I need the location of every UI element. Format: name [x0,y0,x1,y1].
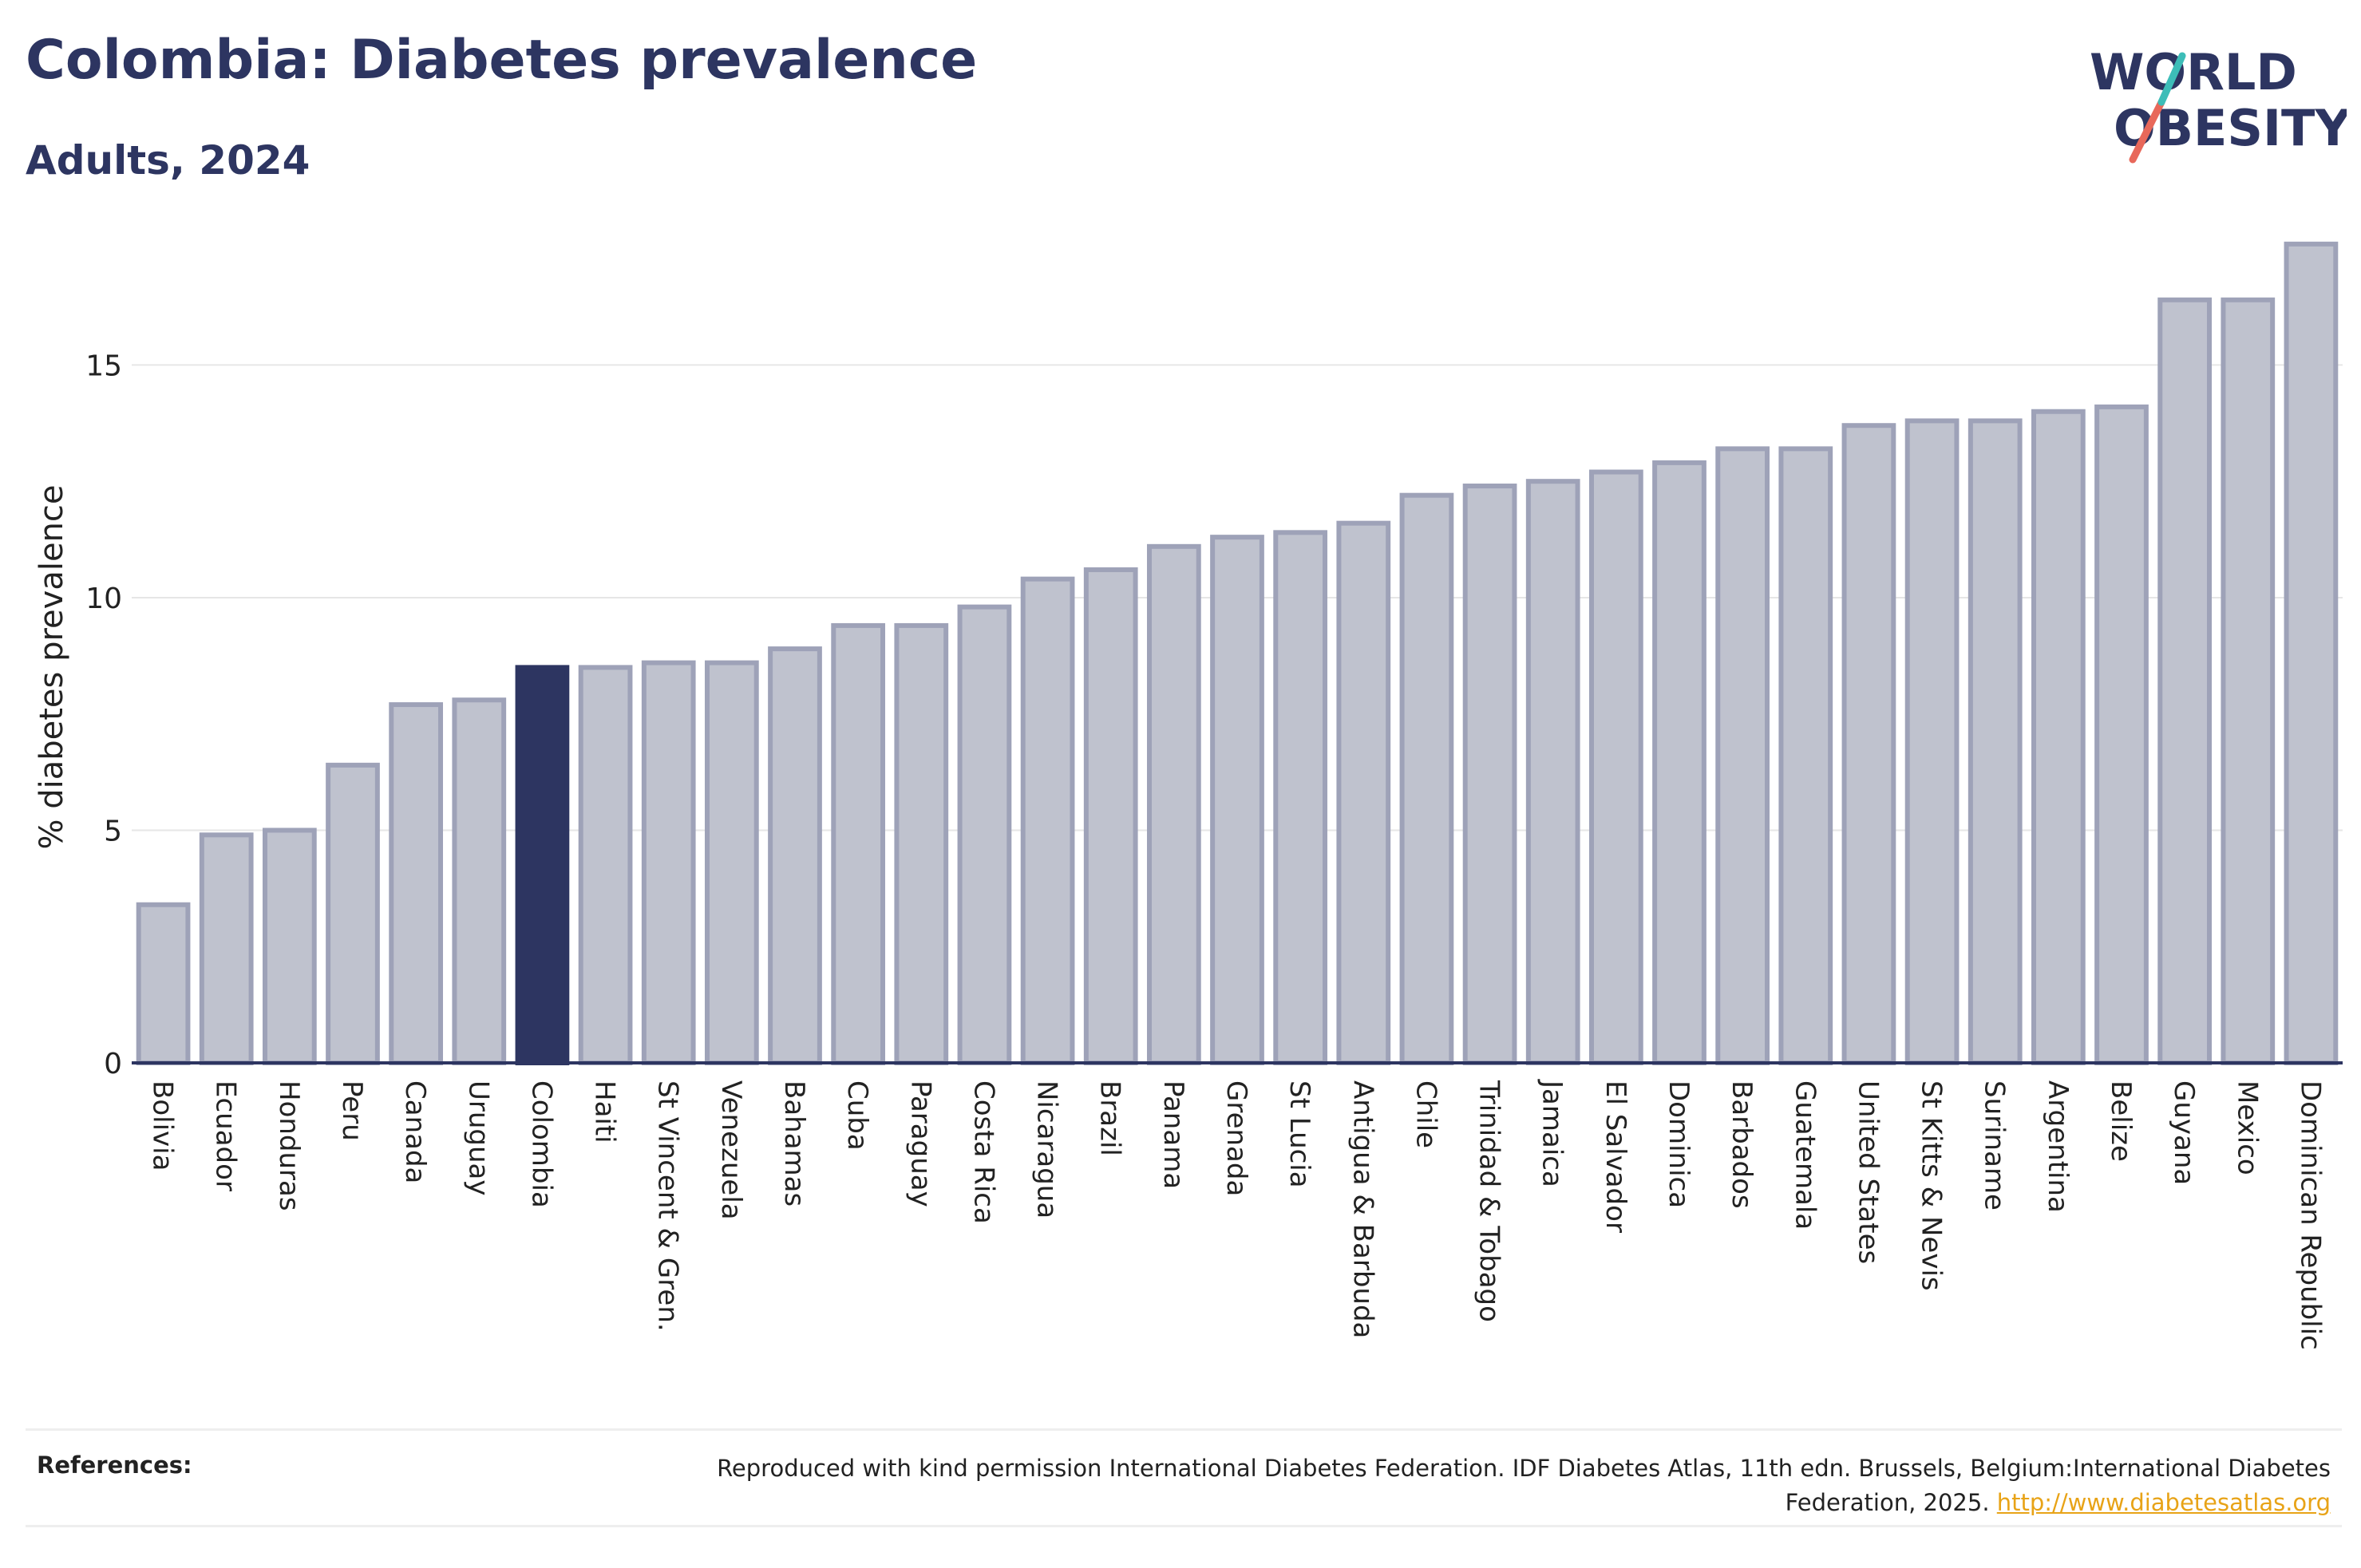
bar [1715,446,1770,1065]
bar [768,646,822,1065]
x-tick-label: St Lucia [1283,1080,1315,1188]
x-tick-label: Argentina [2042,1080,2074,1213]
logo-text-world: WORLD [2090,43,2297,101]
y-tick-label: 10 [85,583,122,615]
bar [199,832,254,1065]
bar [1210,535,1264,1065]
x-tick-label: Nicaragua [1031,1080,1063,1218]
bar [1462,484,1517,1065]
bar [326,762,380,1066]
references-citation: Reproduced with kind permission Internat… [717,1455,2331,1516]
x-tick-label: Venezuela [715,1080,747,1220]
x-tick-label: Brazil [1094,1080,1126,1156]
x-tick-label: Dominican Republic [2294,1080,2326,1350]
bar [2094,404,2149,1065]
x-tick-label: Cuba [841,1080,873,1151]
x-tick-label: Canada [399,1080,431,1183]
chart-subtitle: Adults, 2024 [26,137,310,184]
y-tick-label: 0 [104,1048,122,1080]
bar [262,827,317,1066]
bar [1778,446,1833,1065]
bar [2284,241,2339,1065]
bar [1336,520,1391,1065]
logo-slash-teal [2157,52,2186,106]
references-label: References: [37,1451,192,1479]
x-tick-label: Grenada [1220,1080,1252,1196]
bar [1588,469,1643,1065]
x-tick-label: Chile [1410,1080,1442,1148]
bar-chart: 0 5 10 15 % diabetes prevalence Bolivia Ecuado… [34,241,2343,1350]
x-tick-label: United States [1852,1080,1884,1264]
y-tick-label: 5 [104,815,122,847]
logo-slash-coral [2129,98,2165,164]
x-tick-label: Belize [2105,1080,2137,1162]
x-tick-label: Antigua & Barbuda [1347,1080,1378,1338]
bar [1904,418,1960,1065]
x-tick-label: Costa Rica [967,1080,999,1224]
chart-title: Colombia: Diabetes prevalence [26,29,978,92]
x-tick-label: Bolivia [147,1080,179,1171]
bar [136,902,191,1065]
x-tick-label: Jamaica [1536,1079,1568,1187]
x-tick-label: El Salvador [1600,1080,1631,1233]
bar [2157,297,2213,1065]
references-footer: References: Reproduced with kind permiss… [26,1428,2342,1527]
x-tick-label: Haiti [589,1080,621,1143]
bar [641,660,696,1066]
x-tick-label: St Kitts & Nevis [1916,1080,1948,1291]
x-tick-label: Peru [336,1080,368,1141]
bar [1525,479,1580,1065]
bar [1968,418,2023,1065]
bar [1273,530,1328,1065]
x-tick-label: Paraguay [904,1080,936,1207]
references-text: Reproduced with kind permission Internat… [655,1451,2331,1520]
bar [1083,567,1138,1065]
x-tick-label: St Vincent & Gren. [652,1080,684,1332]
bar-highlighted [515,665,570,1066]
bar [1399,492,1454,1065]
y-tick-label: 15 [85,350,122,382]
x-tick-label: Dominica [1663,1080,1695,1208]
x-tick-label: Honduras [273,1080,305,1211]
x-tick-label: Bahamas [778,1080,810,1207]
bar [2221,297,2276,1065]
x-tick-label: Guyana [2168,1080,2200,1185]
bar [704,660,759,1066]
bar [1020,576,1075,1065]
bar [389,702,444,1065]
x-tick-label: Trinidad & Tobago [1473,1080,1505,1322]
x-tick-label: Barbados [1726,1080,1758,1209]
x-tick-label: Suriname [1979,1080,2011,1211]
bar [1652,460,1706,1065]
bar [2031,409,2086,1065]
y-axis-title: % diabetes prevalence [34,484,70,849]
bar [1146,543,1201,1065]
x-tick-label: Colombia [525,1080,557,1208]
world-obesity-logo: WORLD OBESITY [2090,43,2347,164]
bar [578,665,633,1066]
x-tick-label: Ecuador [210,1080,242,1191]
x-tick-label: Panama [1157,1080,1189,1189]
bar [452,697,507,1065]
bar [957,604,1012,1065]
bar [894,622,949,1065]
bar [831,622,886,1065]
references-link[interactable]: http://www.diabetesatlas.org [1996,1489,2331,1516]
x-tick-label: Guatemala [1789,1080,1821,1230]
bar [1841,423,1896,1065]
x-tick-label: Uruguay [462,1080,494,1196]
x-tick-label: Mexico [2231,1080,2263,1175]
